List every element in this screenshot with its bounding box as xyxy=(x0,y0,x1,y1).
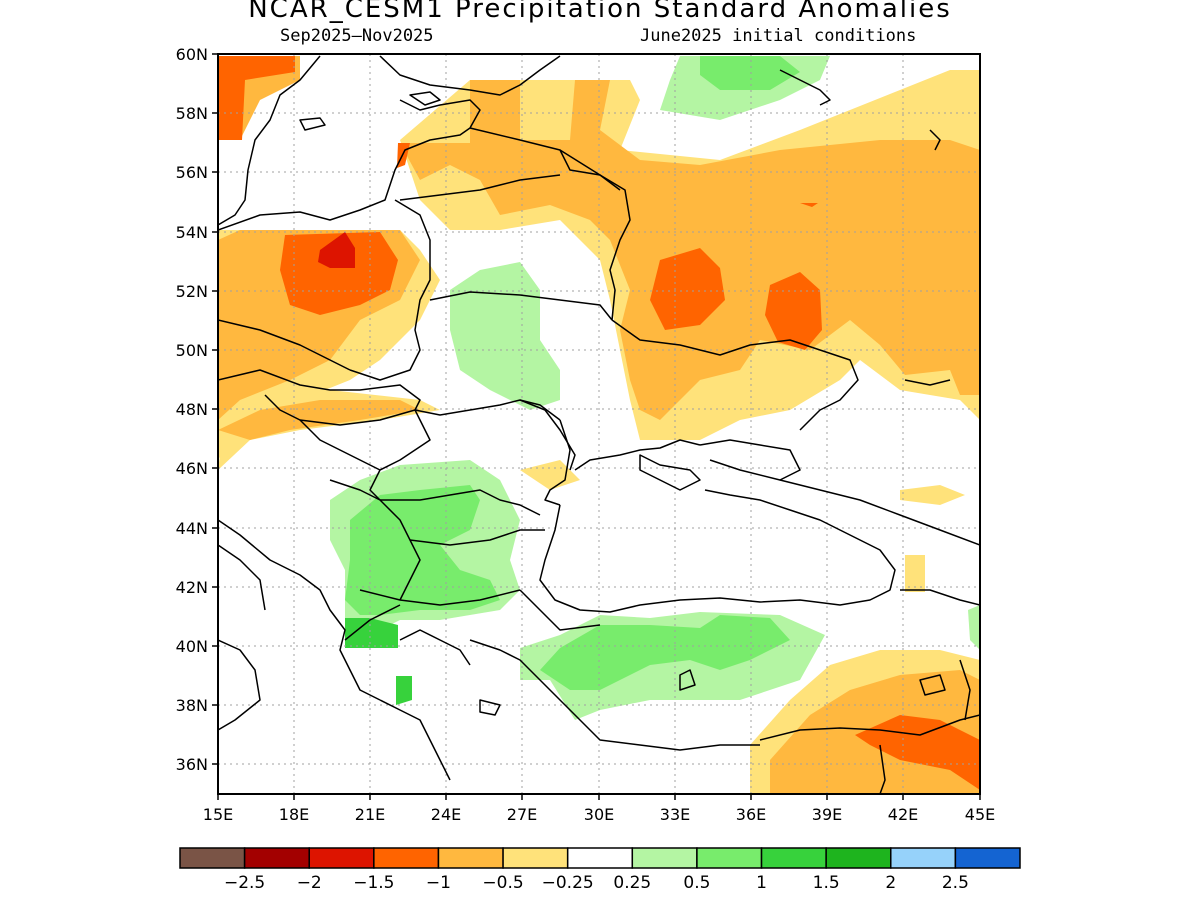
colorbar xyxy=(179,847,1021,869)
colorbar-label: −2 xyxy=(297,873,322,893)
anomaly-red-regions xyxy=(318,232,355,268)
lat-label: 40N xyxy=(176,637,208,656)
initial-conditions-label: June2025 initial conditions xyxy=(640,26,917,46)
colorbar-label: −0.25 xyxy=(542,873,594,893)
lon-label: 27E xyxy=(507,805,537,824)
lat-label: 44N xyxy=(176,519,208,538)
colorbar-label: 2.5 xyxy=(942,873,969,893)
lat-label: 52N xyxy=(176,282,208,301)
colorbar-swatch xyxy=(437,847,504,869)
colorbar-label: −0.5 xyxy=(482,873,523,893)
lon-label: 36E xyxy=(736,805,766,824)
anomaly-green-regions xyxy=(345,56,800,690)
colorbar-swatch xyxy=(502,847,569,869)
colorbar-swatch xyxy=(179,847,246,869)
lon-label: 30E xyxy=(584,805,614,824)
colorbar-swatch xyxy=(890,847,957,869)
lat-label: 36N xyxy=(176,755,208,774)
graticule xyxy=(218,54,980,794)
colorbar-label: 2 xyxy=(885,873,896,893)
lat-label: 50N xyxy=(176,341,208,360)
anomaly-mid-green-regions xyxy=(345,618,412,705)
colorbar-swatch xyxy=(631,847,698,869)
lat-label: 54N xyxy=(176,223,208,242)
lat-label: 46N xyxy=(176,459,208,478)
lat-label: 42N xyxy=(176,578,208,597)
colorbar-swatch xyxy=(760,847,827,869)
colorbar-swatch xyxy=(373,847,440,869)
tick-marks xyxy=(212,53,981,800)
lat-label: 38N xyxy=(176,696,208,715)
colorbar-label: 0.5 xyxy=(683,873,710,893)
lon-label: 15E xyxy=(203,805,233,824)
colorbar-swatch xyxy=(696,847,763,869)
colorbar-labels: −2.5 −2 −1.5 −1 −0.5 −0.25 0.25 0.5 1 1.5 2 2.5 xyxy=(224,873,969,893)
colorbar-swatch xyxy=(954,847,1021,869)
colorbar-label: 0.25 xyxy=(613,873,651,893)
lon-label: 33E xyxy=(660,805,690,824)
lat-label: 56N xyxy=(176,163,208,182)
lon-label: 21E xyxy=(355,805,385,824)
colorbar-swatch xyxy=(243,847,310,869)
colorbar-label: −2.5 xyxy=(224,873,265,893)
anomaly-fields xyxy=(218,56,980,794)
coastlines-and-borders xyxy=(218,55,980,794)
longitude-labels: 15E 18E 21E 24E 27E 30E 33E 36E 39E 42E … xyxy=(203,805,995,824)
colorbar-label: −1 xyxy=(426,873,451,893)
colorbar-swatch xyxy=(308,847,375,869)
colorbar-label: 1.5 xyxy=(813,873,840,893)
latitude-labels: 60N 58N 56N 54N 52N 50N 48N 46N 44N 42N … xyxy=(176,45,208,774)
lon-label: 39E xyxy=(812,805,842,824)
lon-label: 24E xyxy=(431,805,461,824)
lat-label: 60N xyxy=(176,45,208,64)
colorbar-swatch xyxy=(825,847,892,869)
lon-label: 45E xyxy=(965,805,995,824)
map-title: NCAR_CESM1 Precipitation Standard Anomal… xyxy=(248,0,952,24)
colorbar-swatch xyxy=(566,847,634,869)
season-label: Sep2025–Nov2025 xyxy=(280,26,434,46)
lat-label: 48N xyxy=(176,400,208,419)
lon-label: 18E xyxy=(279,805,309,824)
lat-label: 58N xyxy=(176,104,208,123)
colorbar-label: 1 xyxy=(756,873,767,893)
lon-label: 42E xyxy=(888,805,918,824)
colorbar-label: −1.5 xyxy=(353,873,394,893)
